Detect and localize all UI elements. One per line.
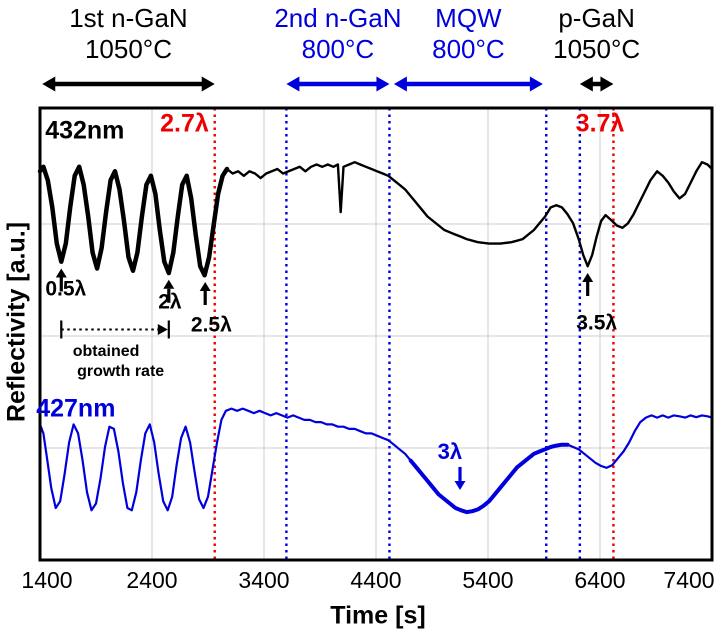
region-arrow-2nd-n-gan-head-right xyxy=(376,76,390,92)
region-temperature: 1050°C xyxy=(84,34,172,65)
region-label-2nd-n-gan: 2nd n-GaN 800°C xyxy=(274,3,401,65)
pointer-arrow-3-5-head xyxy=(582,272,594,282)
measure-arrow-head xyxy=(157,323,168,335)
annotation-2: 2λ xyxy=(158,290,182,314)
annotation-2-7: 2.7λ xyxy=(160,109,209,138)
region-name: MQW xyxy=(435,3,502,33)
region-arrow-p-gan-head-left xyxy=(579,76,593,92)
annotation-3-7: 3.7λ xyxy=(575,109,625,138)
region-arrow-mqw-head-left xyxy=(393,76,407,92)
annotation-2-5: 2.5λ xyxy=(190,313,232,337)
pointer-arrow-2-5-head xyxy=(199,282,211,292)
x-tick-3400: 3400 xyxy=(238,567,290,593)
annotation-3-5: 3.5λ xyxy=(576,311,618,335)
region-label-1st-n-gan: 1st n-GaN 1050°C xyxy=(69,3,188,65)
annotation-3: 3λ xyxy=(437,438,463,464)
region-arrow-mqw-head-right xyxy=(529,76,543,92)
plot-border xyxy=(38,106,714,562)
annotation-growth-rate: growth rate xyxy=(77,363,165,381)
x-tick-5400: 5400 xyxy=(462,567,514,593)
region-temperature: 800°C xyxy=(301,34,375,65)
x-tick-7400: 7400 xyxy=(663,567,715,593)
x-tick-4400: 4400 xyxy=(350,567,402,593)
trace-427nm xyxy=(38,407,714,514)
region-arrow-1st-n-gan-head-right xyxy=(201,76,215,92)
annotation-0-5: 0.5λ xyxy=(45,277,87,301)
annotation-432nm: 432nm xyxy=(45,116,125,145)
region-temperature: 800°C xyxy=(432,34,505,65)
y-axis-title: Reflectivity [a.u.] xyxy=(2,221,31,423)
x-axis-title: Time [s] xyxy=(330,601,426,630)
trace-427nm-bold xyxy=(408,442,570,515)
region-name: 1st n-GaN xyxy=(69,3,188,33)
annotation-obtained: obtained xyxy=(72,343,140,361)
region-arrow-2nd-n-gan-head-left xyxy=(286,76,300,92)
region-arrow-1st-n-gan-head-left xyxy=(42,76,56,92)
region-name: p-GaN xyxy=(558,3,635,33)
region-name: 2nd n-GaN xyxy=(274,3,402,33)
region-label-p-gan: p-GaN 1050°C xyxy=(553,3,640,65)
pointer-arrow-0-5-head xyxy=(55,268,67,278)
x-tick-6400: 6400 xyxy=(574,567,626,593)
region-arrow-p-gan-head-right xyxy=(600,76,614,92)
x-tick-2400: 2400 xyxy=(126,567,178,593)
pointer-arrow-2-head xyxy=(163,279,175,289)
x-tick-1400: 1400 xyxy=(21,567,73,593)
region-label-mqw: MQW 800°C xyxy=(432,3,505,65)
trace-432nm-bold xyxy=(37,164,230,278)
pointer-arrow-3-head xyxy=(454,480,466,490)
region-temperature: 1050°C xyxy=(553,34,641,65)
annotation-427nm: 427nm xyxy=(36,394,116,423)
